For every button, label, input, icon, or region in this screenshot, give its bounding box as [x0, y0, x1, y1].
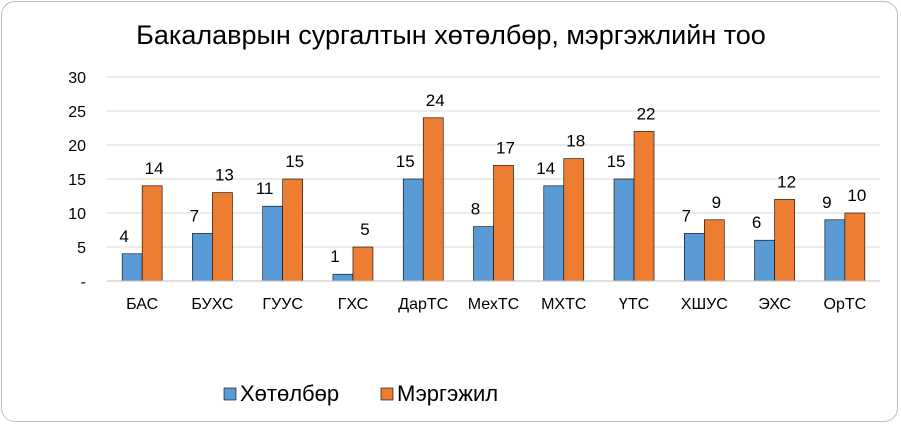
- x-tick-label: ХШУС: [681, 296, 728, 313]
- bars: [121, 117, 866, 282]
- legend-label: Хөтөлбөр: [240, 381, 339, 406]
- x-tick-label: БУХС: [191, 296, 233, 313]
- x-tick-label: ГХС: [338, 296, 368, 313]
- data-label: 4: [119, 227, 128, 246]
- data-label: 14: [145, 159, 164, 178]
- data-label: 12: [777, 172, 796, 191]
- bar-khotolbor: [613, 178, 635, 282]
- bar-mergejil: [774, 199, 795, 282]
- x-tick-label: ДарТС: [398, 296, 448, 313]
- y-axis: - 5 10 15 20 25 30: [68, 70, 86, 291]
- data-label: 8: [471, 200, 480, 219]
- bar-mergejil: [563, 158, 585, 282]
- bar-khotolbor: [684, 233, 705, 282]
- bar-khotolbor: [262, 205, 283, 282]
- y-tick-label: 15: [68, 172, 86, 189]
- y-tick-label: 20: [68, 138, 86, 155]
- bar-mergejil: [704, 219, 725, 282]
- x-tick-label: БАС: [126, 296, 158, 313]
- bar-khotolbor: [121, 253, 143, 282]
- data-label: 7: [190, 206, 199, 225]
- y-tick-label: 10: [68, 206, 86, 223]
- bar-mergejil: [422, 117, 444, 282]
- bar-khotolbor: [332, 273, 354, 282]
- data-label: 1: [330, 247, 339, 266]
- bar-mergejil: [844, 212, 866, 282]
- data-label: 15: [285, 152, 304, 171]
- x-tick-label: МехТС: [468, 296, 519, 313]
- x-axis: БАС БУХС ГУУС ГХС ДарТС МехТС МХТС ҮТС ХШУС ЭХС Ор…: [107, 280, 880, 313]
- bar-mergejil: [633, 131, 655, 282]
- data-label: 15: [607, 152, 626, 171]
- bar-khotolbor: [754, 239, 775, 282]
- data-label: 13: [215, 166, 234, 185]
- chart-title: Бакалаврын сургалтын хөтөлбөр, мэргэжлий…: [136, 20, 766, 50]
- y-tick-label: 30: [68, 70, 86, 87]
- gridlines: [107, 76, 880, 248]
- x-tick-label: ОрТС: [824, 296, 867, 313]
- legend-label: Мэргэжил: [397, 381, 498, 406]
- legend: Хөтөлбөр Мэргэжил: [223, 381, 498, 406]
- data-label: 18: [566, 132, 585, 151]
- data-label: 11: [256, 179, 274, 198]
- data-label: 5: [360, 220, 369, 239]
- legend-swatch: [380, 387, 394, 401]
- data-label: 10: [847, 186, 866, 205]
- y-tick-label: 25: [68, 104, 86, 121]
- data-label: 7: [682, 206, 691, 225]
- bar-khotolbor: [473, 226, 494, 282]
- bar-khotolbor: [192, 233, 213, 282]
- data-label: 15: [396, 152, 415, 171]
- y-tick-label: -: [81, 274, 86, 291]
- x-tick-label: ЭХС: [758, 296, 791, 313]
- data-label: 9: [712, 193, 721, 212]
- bar-khotolbor: [402, 178, 424, 282]
- bar-mergejil: [282, 178, 303, 282]
- data-label: 6: [752, 213, 761, 232]
- bar-mergejil: [141, 185, 163, 282]
- y-tick-label: 5: [77, 240, 86, 257]
- x-tick-label: ГУУС: [262, 296, 303, 313]
- data-label: 9: [822, 193, 831, 212]
- bar-mergejil: [352, 246, 374, 282]
- bar-mergejil: [212, 192, 233, 282]
- bar-mergejil: [493, 165, 514, 282]
- data-label: 17: [496, 138, 515, 157]
- x-tick-label: МХТС: [541, 296, 586, 313]
- legend-swatch: [223, 387, 237, 401]
- data-label: 24: [426, 91, 445, 110]
- x-tick-label: ҮТС: [619, 296, 649, 313]
- data-label: 14: [536, 159, 555, 178]
- bar-khotolbor: [543, 185, 565, 282]
- bar-khotolbor: [824, 219, 846, 282]
- data-label: 22: [637, 104, 656, 123]
